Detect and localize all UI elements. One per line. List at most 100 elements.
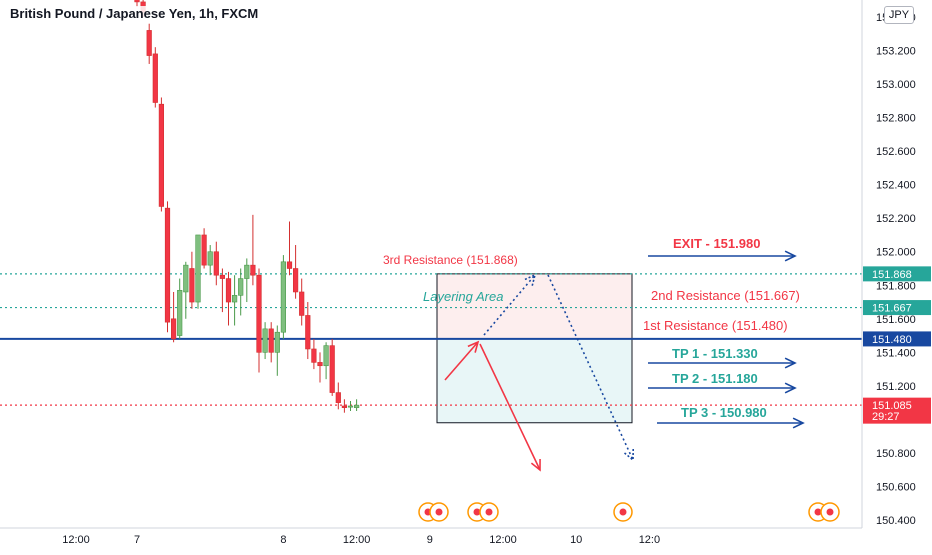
y-tick-label: 152.400 — [876, 180, 916, 192]
candle-body — [329, 345, 335, 393]
candle-body — [134, 0, 140, 3]
x-tick-label: 7 — [134, 534, 140, 546]
candle-body — [250, 264, 256, 276]
candle-body — [164, 207, 171, 323]
price-tag-label: 151.868 — [872, 269, 912, 281]
event-dot — [826, 508, 834, 516]
y-tick-label: 152.200 — [876, 213, 916, 225]
candle-body — [280, 261, 287, 333]
blue-dotted-down-arrow — [547, 274, 634, 461]
y-tick-label: 153.000 — [876, 79, 916, 91]
candle-body — [311, 348, 317, 363]
candle-body — [171, 318, 177, 340]
annotation-label: 2nd Resistance (151.667) — [651, 288, 800, 303]
tp3-arrow-head — [792, 417, 805, 429]
annotation-label: TP 1 - 151.330 — [672, 346, 758, 361]
price-tag — [863, 331, 931, 347]
exit-arrow-head — [784, 250, 797, 262]
x-tick-label: 12:00 — [343, 534, 371, 546]
annotation-label: 1st Resistance (151.480) — [643, 318, 788, 333]
tp1-arrow-head — [784, 357, 797, 369]
event-dot — [435, 508, 443, 516]
candle-body — [238, 278, 244, 296]
red-down-arrow — [479, 343, 541, 471]
candle-body — [152, 53, 158, 103]
candle-body — [274, 331, 280, 353]
chart-title: British Pound / Japanese Yen, 1h, FXCM — [8, 6, 261, 21]
candle-body — [189, 268, 195, 303]
y-tick-label: 150.600 — [876, 481, 916, 493]
y-tick-label: 151.400 — [876, 347, 916, 359]
economic-event-marker — [820, 502, 840, 522]
candle-body — [317, 362, 323, 367]
event-dot — [619, 508, 627, 516]
price-tag-label: 151.667 — [872, 303, 912, 315]
candle-body — [268, 328, 274, 353]
price-tag-label: 151.085 — [872, 400, 912, 412]
candle-body — [158, 103, 165, 207]
candle-body — [213, 251, 219, 276]
y-tick-label: 151.200 — [876, 381, 916, 393]
candle-body — [335, 392, 341, 403]
y-tick-label: 152.600 — [876, 146, 916, 158]
currency-button[interactable]: JPY — [884, 6, 914, 24]
candle-body — [195, 234, 201, 303]
y-tick-label: 151.800 — [876, 280, 916, 292]
candle-body — [323, 345, 329, 367]
candle-body — [146, 30, 152, 56]
economic-event-marker — [429, 502, 449, 522]
economic-event-marker — [479, 502, 499, 522]
candle-body — [299, 291, 305, 316]
red-down-arrow-head — [530, 458, 541, 472]
candle-body — [286, 261, 293, 269]
countdown-label: 29:27 — [872, 411, 900, 423]
y-tick-label: 152.800 — [876, 113, 916, 125]
y-tick-label: 152.000 — [876, 247, 916, 259]
annotation-label: Layering Area — [423, 289, 503, 304]
x-tick-label: 12:00 — [62, 534, 90, 546]
annotation-label: TP 3 - 150.980 — [681, 405, 767, 420]
x-tick-label: 12:00 — [489, 534, 517, 546]
candle-body — [225, 278, 232, 303]
candle-body — [201, 234, 207, 266]
event-dot — [814, 508, 822, 516]
y-tick-label: 150.800 — [876, 448, 916, 460]
annotation-label: EXIT - 151.980 — [673, 236, 760, 251]
candle-body — [292, 268, 299, 293]
candle-body — [219, 274, 226, 279]
candle-body — [347, 405, 354, 408]
x-tick-label: 10 — [570, 534, 582, 546]
y-tick-label: 151.600 — [876, 314, 916, 326]
blue-dotted-up-arrow — [483, 274, 536, 336]
event-dot — [473, 508, 481, 516]
price-tag — [863, 300, 931, 316]
target-zone — [436, 338, 633, 424]
price-tag — [863, 266, 931, 282]
red-up-arrow — [444, 341, 479, 381]
candle-body — [232, 295, 238, 303]
tp2-arrow-head — [784, 382, 797, 394]
y-tick-label: 150.400 — [876, 515, 916, 527]
economic-event-marker — [613, 502, 633, 522]
price-tag-label: 151.480 — [872, 334, 912, 346]
candle-body — [353, 404, 360, 408]
candle-body — [262, 328, 268, 353]
red-up-arrow-head — [467, 340, 480, 353]
blue-dotted-down-arrow-head — [624, 448, 635, 462]
candle-body — [207, 251, 213, 266]
candle-body — [177, 289, 183, 336]
candle-body — [244, 264, 250, 279]
annotation-label: 3rd Resistance (151.868) — [383, 253, 518, 267]
x-tick-label: 9 — [427, 534, 433, 546]
x-tick-label: 8 — [280, 534, 286, 546]
candle-body — [341, 405, 348, 408]
candle-body — [183, 264, 189, 293]
candle-body — [305, 315, 311, 350]
y-tick-label: 153.200 — [876, 46, 916, 58]
price-tag — [863, 397, 931, 424]
candle-body — [256, 274, 262, 353]
event-dot — [485, 508, 493, 516]
x-tick-label: 12:0 — [639, 534, 660, 546]
